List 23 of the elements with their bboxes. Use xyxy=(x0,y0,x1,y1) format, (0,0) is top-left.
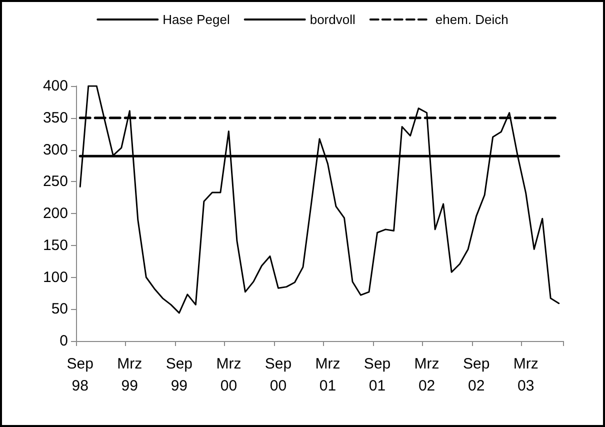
x-tick-label: Sep 00 xyxy=(264,356,292,394)
y-tick-label: 300 xyxy=(42,141,68,158)
x-tick-label: Mrz 01 xyxy=(315,356,340,394)
x-tick-label: Sep 02 xyxy=(462,356,490,394)
x-tick-label: Mrz 99 xyxy=(117,356,142,394)
x-tick-label: Sep 99 xyxy=(166,356,193,394)
x-tick-label: Sep 98 xyxy=(66,356,94,394)
y-tick-label: 100 xyxy=(42,268,68,286)
x-tick-label: Mrz 02 xyxy=(414,356,440,394)
y-tick-label: 250 xyxy=(42,173,68,190)
y-tick-label: 0 xyxy=(60,332,68,350)
legend-label: ehem. Deich xyxy=(435,12,508,27)
x-tick-label: Mrz 03 xyxy=(513,356,538,394)
y-tick-label: 200 xyxy=(42,205,68,222)
y-tick-label: 50 xyxy=(51,300,68,318)
legend-label: bordvoll xyxy=(310,12,356,27)
x-tick-label: Sep 01 xyxy=(364,356,391,394)
line-series xyxy=(79,85,560,314)
y-tick-label: 350 xyxy=(42,109,68,126)
y-tick-label: 400 xyxy=(42,78,68,94)
x-tick-label: Mrz 00 xyxy=(216,356,242,394)
legend-label: Hase Pegel xyxy=(162,12,230,27)
y-tick-label: 150 xyxy=(42,236,68,254)
